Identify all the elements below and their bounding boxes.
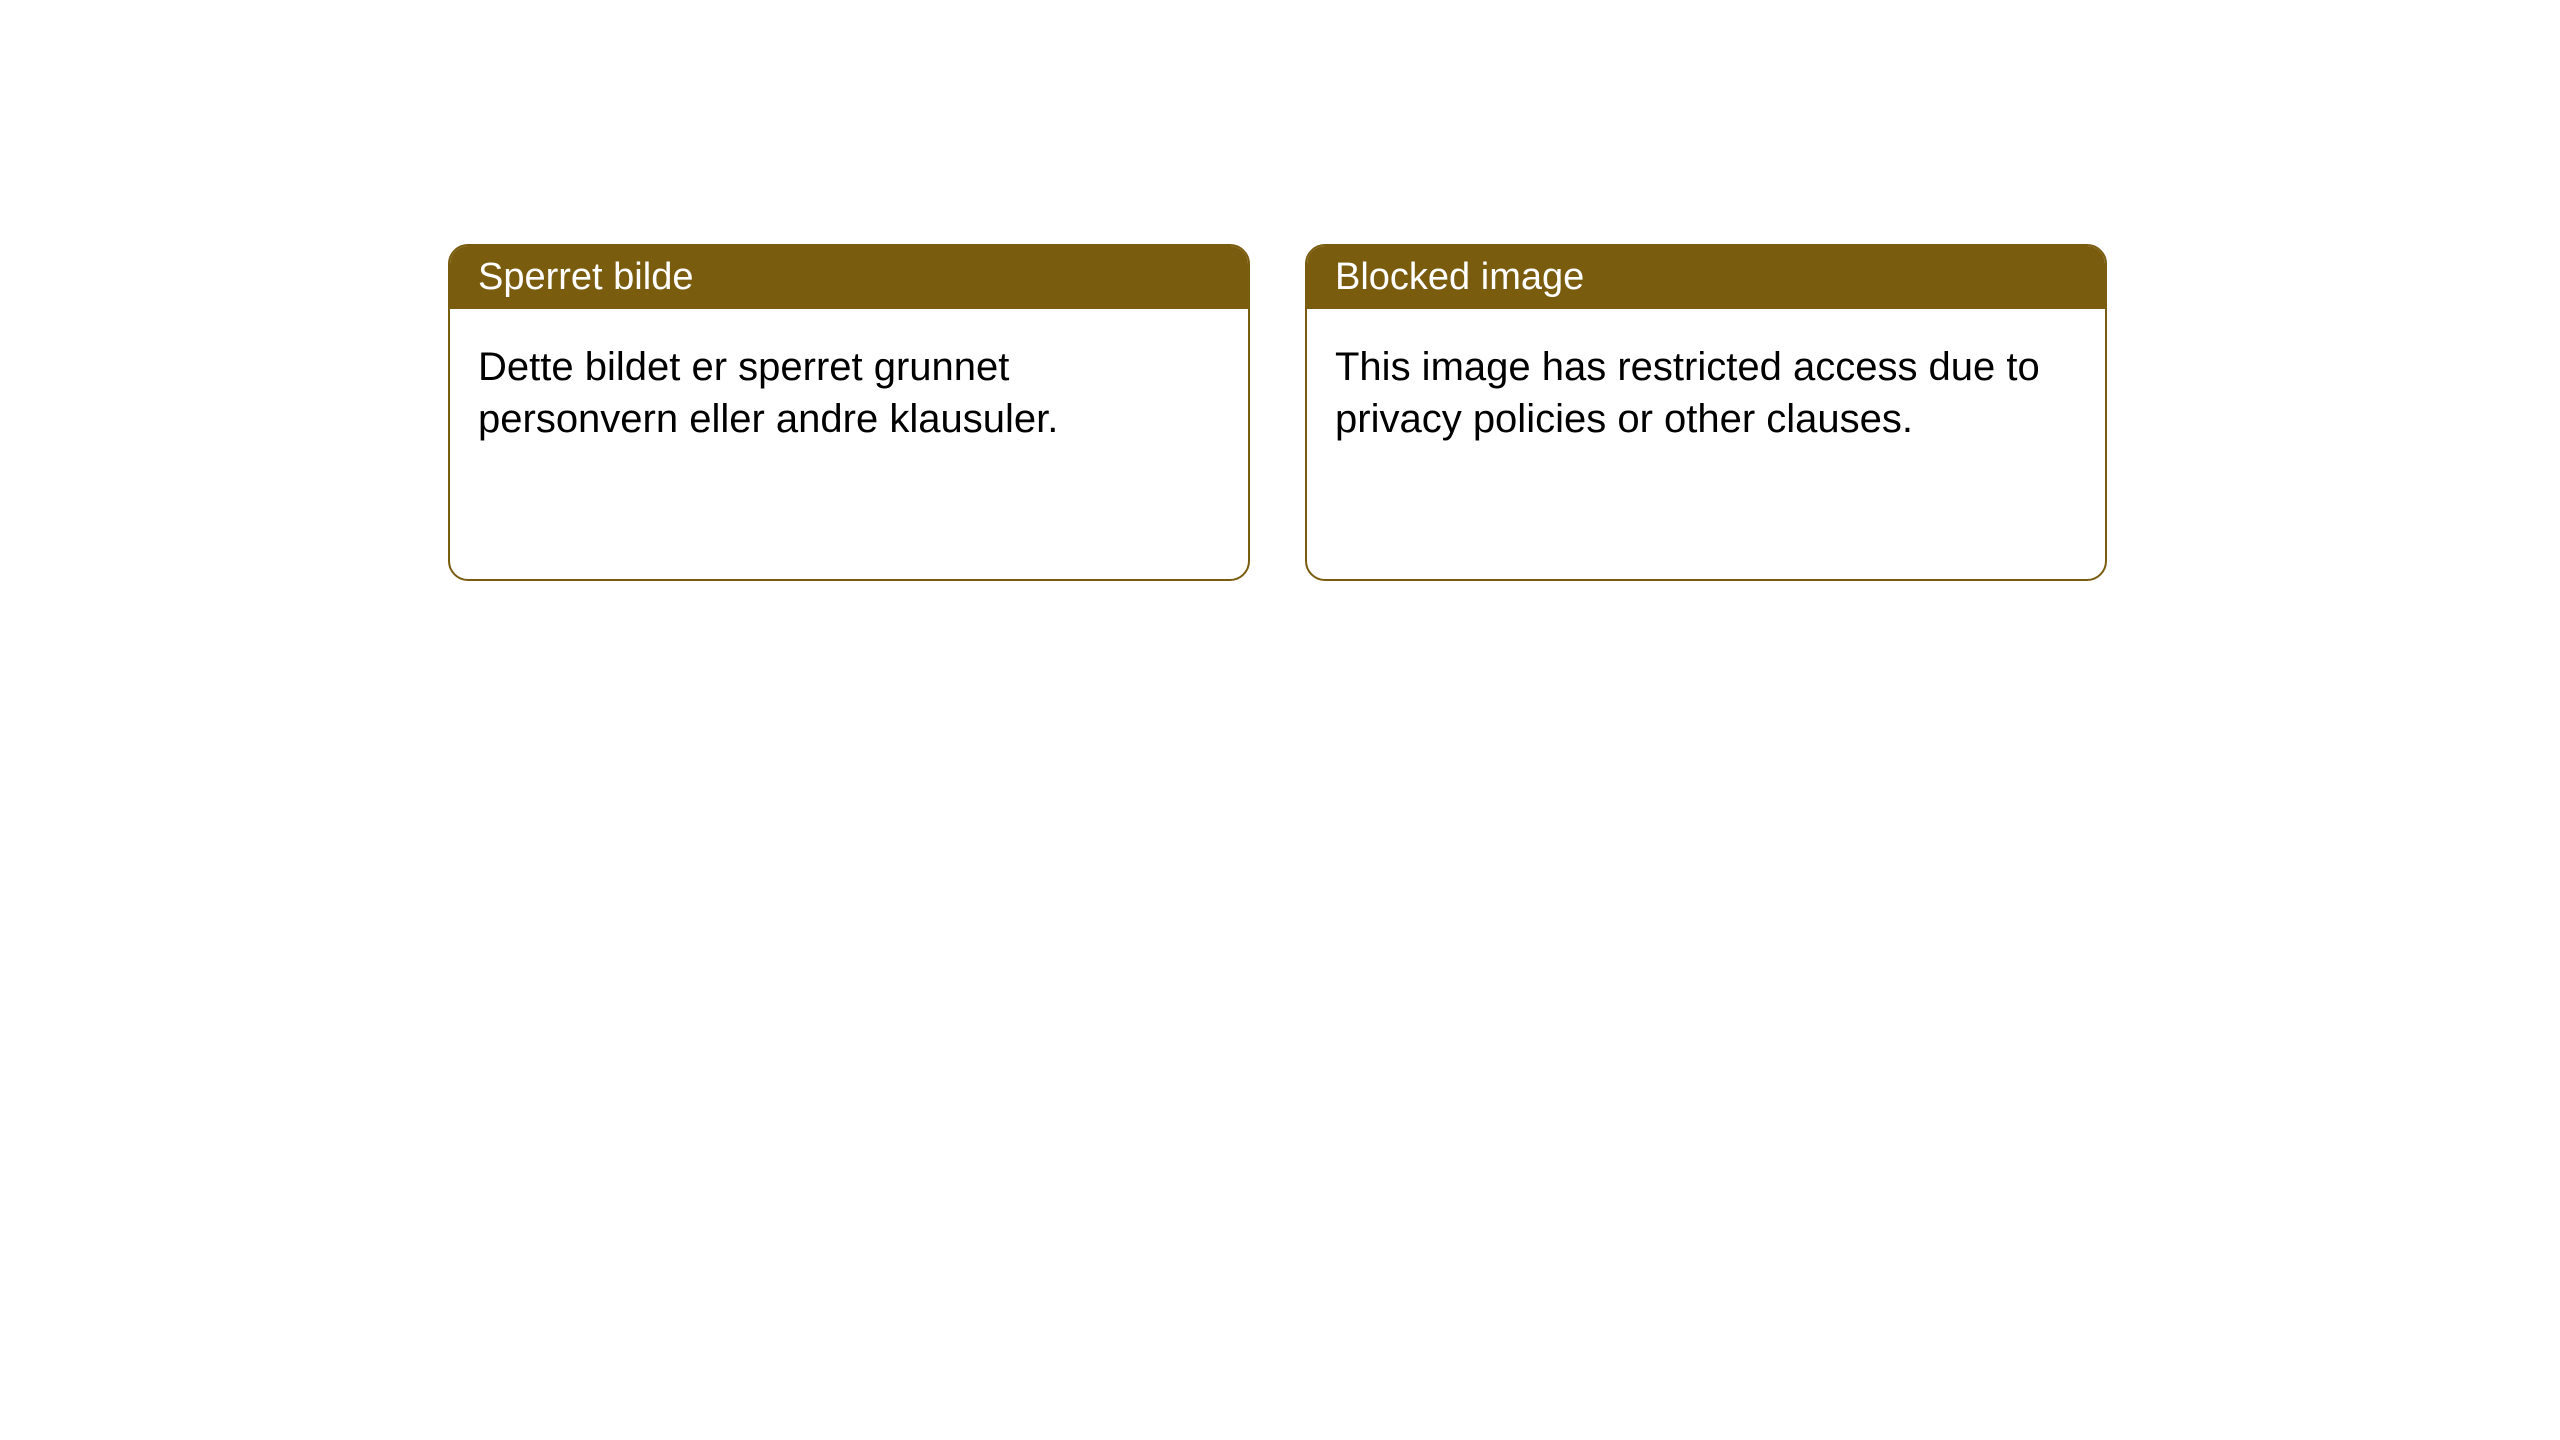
notice-card-english: Blocked image This image has restricted … — [1305, 244, 2107, 581]
notice-header: Sperret bilde — [450, 246, 1248, 309]
notice-body: This image has restricted access due to … — [1307, 309, 2105, 579]
notice-container: Sperret bilde Dette bildet er sperret gr… — [0, 0, 2560, 581]
notice-title: Blocked image — [1335, 256, 1584, 298]
notice-card-norwegian: Sperret bilde Dette bildet er sperret gr… — [448, 244, 1250, 581]
notice-body-text: This image has restricted access due to … — [1335, 345, 2040, 441]
notice-title: Sperret bilde — [478, 256, 693, 298]
notice-body: Dette bildet er sperret grunnet personve… — [450, 309, 1248, 579]
notice-header: Blocked image — [1307, 246, 2105, 309]
notice-body-text: Dette bildet er sperret grunnet personve… — [478, 345, 1058, 441]
